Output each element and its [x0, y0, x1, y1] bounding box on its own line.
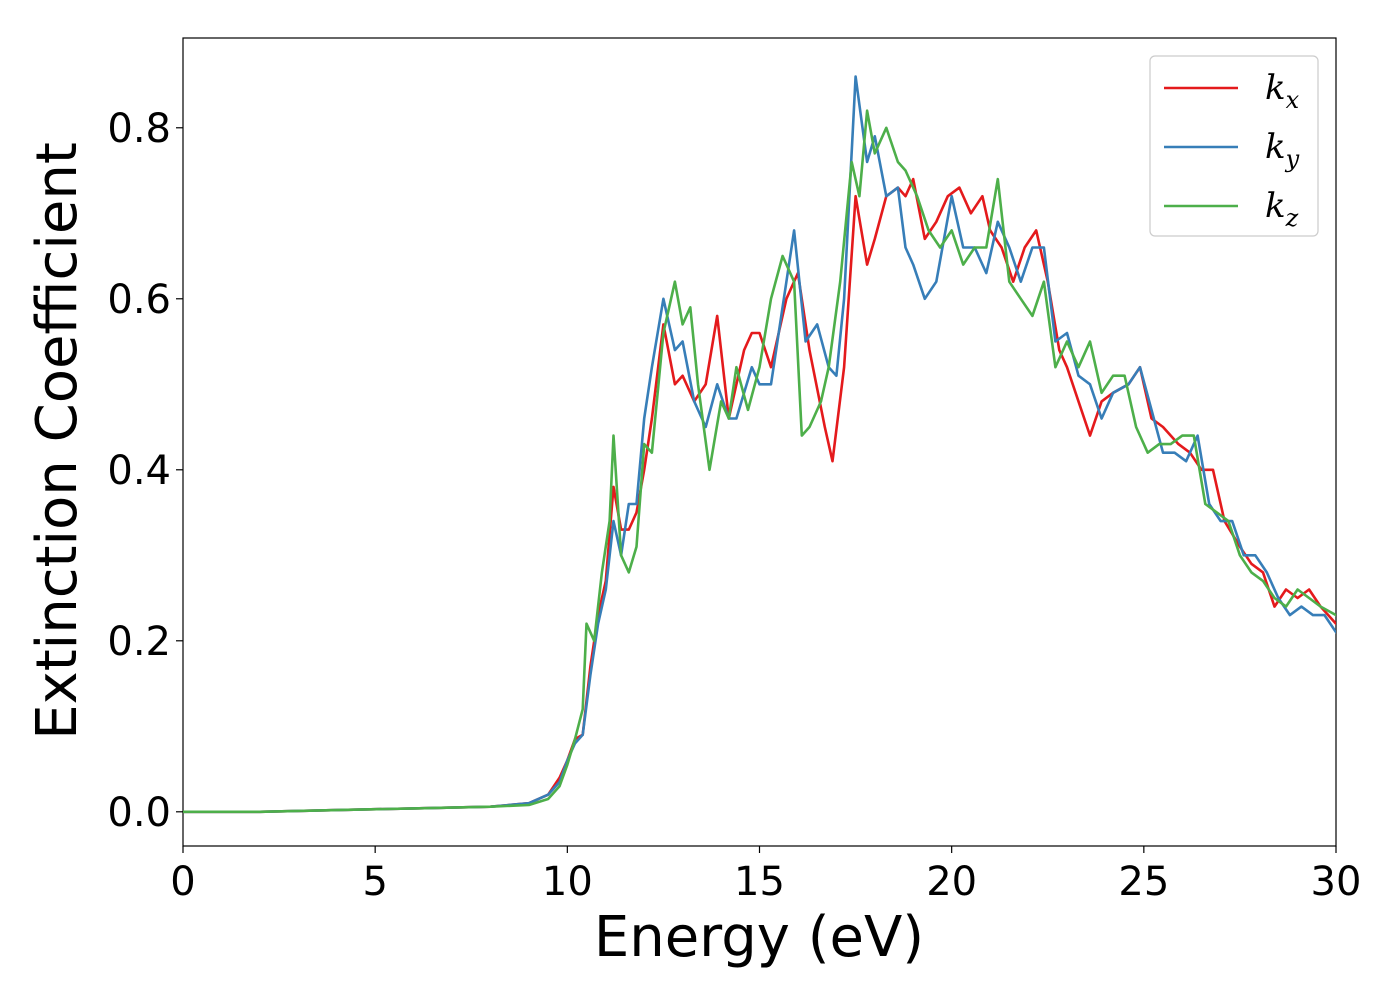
x-tick-label: 15: [734, 859, 785, 905]
y-tick-label: 0.4: [107, 448, 171, 494]
series-line-kx: [183, 177, 1336, 814]
x-tick-label: 10: [542, 859, 593, 905]
y-axis-title: Extinction Coefficient: [25, 142, 90, 740]
legend: kx ky kz: [1149, 55, 1319, 237]
y-tick-label: 0.8: [107, 106, 171, 152]
y-axis: 0.0 0.2 0.4 0.6 0.8: [107, 106, 183, 836]
series-layer: [183, 75, 1336, 814]
y-tick-label: 0.6: [107, 277, 171, 323]
series-line-ky: [183, 75, 1336, 814]
y-tick-label: 0.2: [107, 619, 171, 665]
series-line-kz: [183, 109, 1336, 814]
legend-label-kx: kx: [1265, 68, 1300, 114]
x-tick-label: 5: [362, 859, 387, 905]
x-axis: 0 5 10 15 20 25 30: [170, 846, 1361, 905]
x-axis-title: Energy (eV): [594, 905, 924, 970]
x-tick-label: 30: [1311, 859, 1362, 905]
plot-area: [182, 37, 1337, 847]
x-tick-label: 0: [170, 859, 195, 905]
x-tick-label: 20: [926, 859, 977, 905]
y-tick-label: 0.0: [107, 790, 171, 836]
legend-label-ky: ky: [1265, 127, 1300, 173]
legend-label-kz: kz: [1265, 186, 1299, 232]
x-tick-label: 25: [1118, 859, 1169, 905]
